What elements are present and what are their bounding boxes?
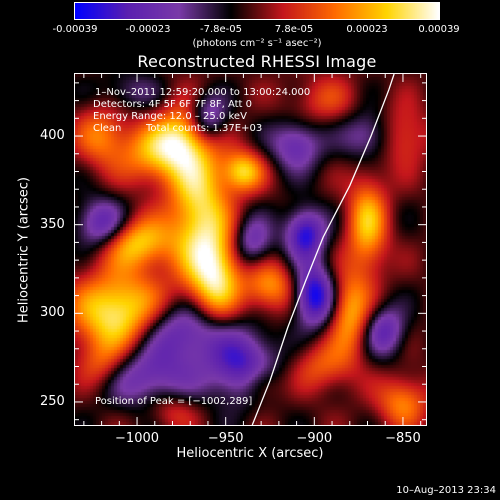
heatmap-image <box>75 74 426 425</box>
plot-overlay <box>75 74 426 425</box>
annotation-detectors: Detectors: 4F 5F 6F 7F 8F, Att 0 <box>93 99 253 110</box>
annotation-energy-range: Energy Range: 12.0 – 25.0 keV <box>93 111 247 122</box>
annotation-total-counts: Total counts: 1.37E+03 <box>146 123 263 134</box>
y-tick-label: 300 <box>40 305 65 321</box>
colorbar-tick-label: 0.00023 <box>346 24 388 35</box>
colorbar-unit-label: (photons cm⁻² s⁻¹ asec⁻²) <box>192 38 322 49</box>
colorbar-tick-label: -7.8e-05 <box>200 24 242 35</box>
x-tick-label: −950 <box>207 431 244 446</box>
y-tick-label: 350 <box>40 216 65 232</box>
y-axis-label: Heliocentric Y (arcsec) <box>16 177 32 323</box>
colorbar <box>74 2 440 20</box>
axis-ticks <box>75 74 426 425</box>
colorbar-tick-label: -0.00023 <box>125 24 171 35</box>
chart-title: Reconstructed RHESSI Image <box>137 52 377 71</box>
colorbar-tick-label: 7.8e-05 <box>274 24 314 35</box>
solar-limb-curve <box>251 74 395 425</box>
annotation-peak-position: Position of Peak = [−1002,289] <box>95 396 253 407</box>
colorbar-tick-label: -0.00039 <box>52 24 98 35</box>
x-tick-label: −850 <box>385 431 421 446</box>
x-axis-label: Heliocentric X (arcsec) <box>176 446 324 461</box>
timestamp-footer: 10–Aug–2013 23:34 <box>396 485 496 496</box>
x-tick-label: −900 <box>296 431 333 446</box>
annotation-clean: Clean <box>93 123 122 134</box>
y-tick-label: 400 <box>40 128 65 144</box>
y-tick-label: 250 <box>40 393 65 409</box>
colorbar-tick-label: 0.00039 <box>418 24 460 35</box>
x-tick-label: −1000 <box>115 431 160 446</box>
annotation-time-range: 1–Nov–2011 12:59:20.000 to 13:00:24.000 <box>95 87 311 98</box>
